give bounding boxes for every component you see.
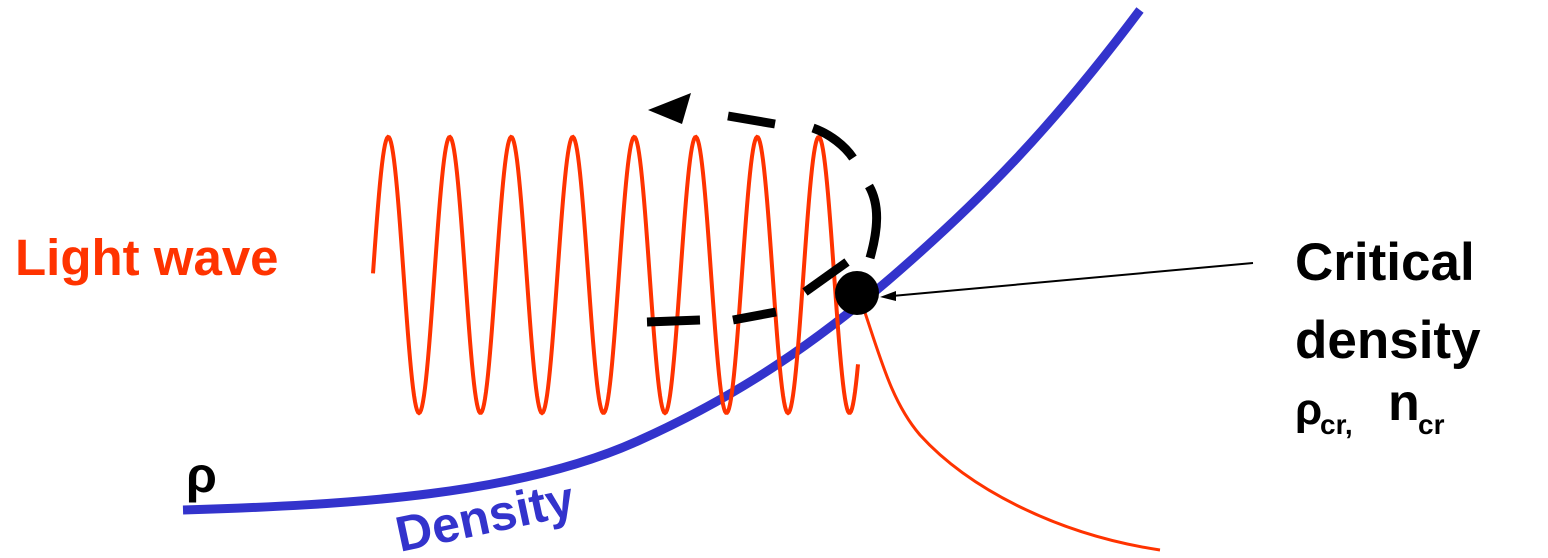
density-curve <box>182 7 1144 515</box>
reflection-dash <box>864 183 882 260</box>
critical-n-subscript: cr <box>1418 409 1445 440</box>
critical-n-symbol: n <box>1388 374 1420 432</box>
light-wave-label: Light wave <box>15 229 279 286</box>
wave-tail <box>856 291 1161 552</box>
critical-rho-subscript: cr, <box>1320 409 1353 440</box>
rho-label: ρ <box>186 447 217 503</box>
critical-symbols: ρ cr, n cr <box>1295 374 1445 440</box>
critical-pointer-line <box>891 262 1254 297</box>
arrowhead-icon <box>648 93 691 124</box>
reflection-dash <box>732 307 777 325</box>
critical-rho-symbol: ρ <box>1295 385 1322 434</box>
reflection-dash <box>646 315 701 327</box>
reflection-dash <box>811 123 857 161</box>
light-wave <box>371 134 860 416</box>
critical-label-line2: density <box>1295 311 1481 370</box>
reflection-arrow <box>646 93 882 327</box>
critical-point <box>835 271 879 315</box>
critical-label-line1: Critical <box>1295 233 1475 292</box>
reflection-dash <box>727 111 776 129</box>
reflection-dash <box>802 258 850 296</box>
pointer-arrowhead-icon <box>880 291 896 301</box>
